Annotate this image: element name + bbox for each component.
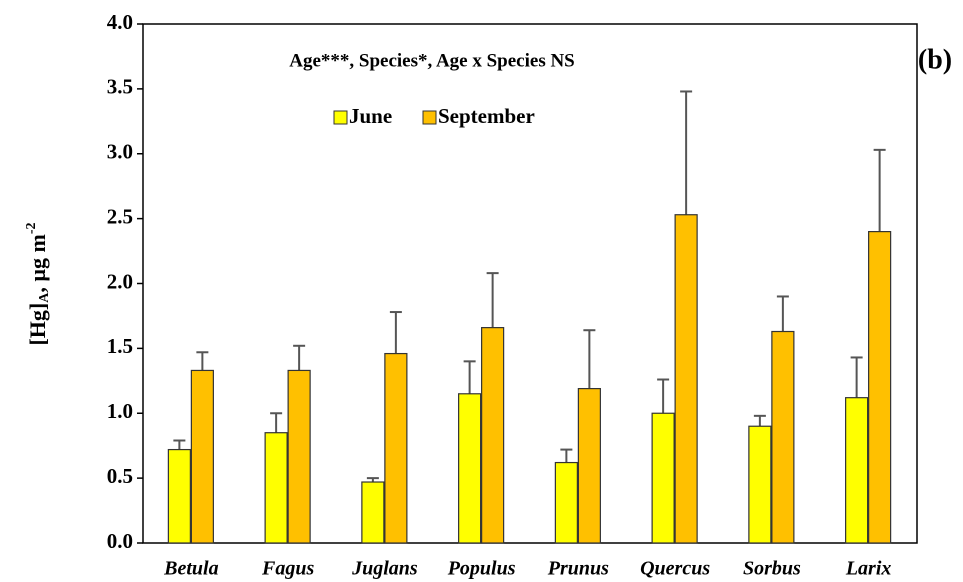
y-tick-label: 3.5 (107, 75, 133, 99)
x-tick-label: Sorbus (743, 558, 801, 580)
legend-label: September (438, 104, 535, 128)
x-tick-label: Populus (447, 558, 516, 580)
y-label-unit: , µg m (25, 234, 50, 293)
bar (651, 412, 675, 544)
bar (287, 369, 311, 544)
x-tick-label: Prunus (547, 558, 609, 580)
bar (868, 231, 892, 544)
legend-swatch (422, 110, 437, 125)
bar (190, 369, 214, 544)
y-tick-label: 1.0 (107, 399, 133, 423)
bar (384, 352, 408, 544)
bar (577, 387, 601, 544)
bar (771, 330, 795, 544)
y-label-sub: A (37, 292, 52, 303)
x-tick-label: Juglans (351, 558, 418, 580)
y-tick-label: 3.0 (107, 140, 133, 164)
legend-label: June (349, 104, 392, 128)
y-tick-label: 2.0 (107, 269, 133, 293)
x-tick-label: Larix (845, 558, 892, 580)
bar (845, 397, 869, 544)
annotation: Age***, Species*, Age x Species NS (289, 50, 575, 71)
x-tick-label: Quercus (640, 558, 710, 580)
bar (748, 425, 772, 544)
bar (554, 461, 578, 544)
y-label-main: [Hg] (25, 303, 50, 346)
y-tick-label: 0.5 (107, 464, 133, 488)
y-axis-label: [Hg]A, µg m-2 (24, 222, 52, 345)
x-tick-label: Betula (163, 558, 218, 580)
y-tick-label: 1.5 (107, 334, 133, 358)
y-label-sup: -2 (24, 222, 39, 234)
bar (481, 327, 505, 544)
y-tick-label: 4.0 (107, 10, 133, 34)
bar (264, 432, 288, 544)
plot-frame (142, 23, 918, 544)
bar (674, 214, 698, 544)
legend-swatch (333, 110, 348, 125)
bar (458, 393, 482, 544)
y-tick-label: 2.5 (107, 204, 133, 228)
panel-label: (b) (918, 44, 952, 75)
bar (167, 448, 191, 544)
bar (361, 481, 385, 544)
x-tick-label: Fagus (261, 558, 314, 580)
y-tick-label: 0.0 (107, 529, 133, 553)
